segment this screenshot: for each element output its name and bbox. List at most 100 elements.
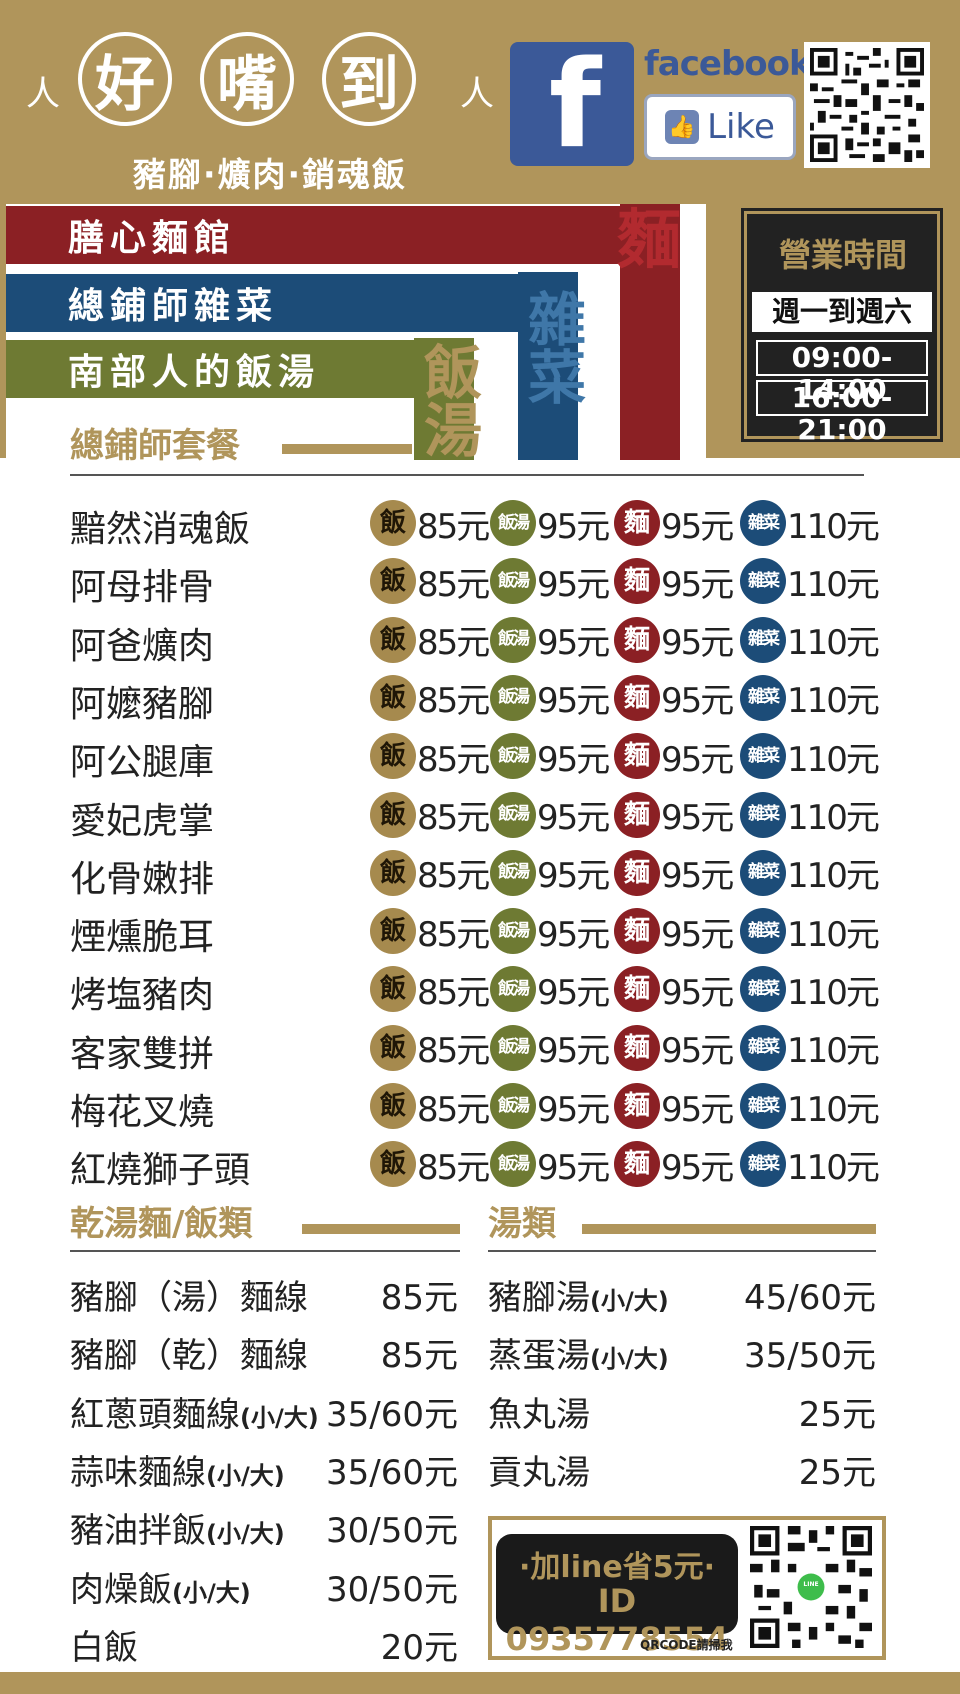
item-name-text: 紅蔥頭麵線 bbox=[70, 1394, 240, 1435]
price-zacai: 110元 bbox=[787, 1031, 880, 1072]
dry-menu-rule-gold bbox=[302, 1224, 460, 1234]
price-zacai: 110元 bbox=[787, 623, 880, 664]
facebook-wordmark[interactable]: facebook bbox=[644, 44, 812, 84]
price-zacai-group: 雜菜 110元 bbox=[740, 966, 880, 1013]
price-fan: 85元 bbox=[417, 681, 490, 722]
badge-fan: 飯 bbox=[370, 791, 416, 838]
like-button[interactable]: 👍 Like bbox=[644, 94, 796, 160]
dry-menu-item-price: 20元 bbox=[380, 1627, 458, 1668]
soup-menu-rule-gold bbox=[582, 1224, 876, 1234]
price-mian: 95元 bbox=[661, 623, 734, 664]
item-name-text: 白飯 bbox=[70, 1627, 138, 1668]
price-mian-group: 麵 95元 bbox=[614, 849, 734, 897]
soup-menu-item-price: 25元 bbox=[798, 1452, 876, 1493]
item-name-text: 魚丸湯 bbox=[488, 1394, 590, 1435]
price-fan-group: 飯 85元 bbox=[370, 791, 490, 838]
price-mian: 95元 bbox=[661, 1089, 734, 1130]
set-menu-row: 阿嬤豬腳飯 85元 飯湯 95元麵 95元 雜菜 110元 bbox=[70, 671, 890, 729]
price-fan-group: 飯 85元 bbox=[370, 1024, 490, 1071]
item-name-text: 豬油拌飯 bbox=[70, 1511, 206, 1552]
price-fantang-group: 飯湯 95元 bbox=[490, 849, 610, 896]
price-fantang-group: 飯湯 95元 bbox=[490, 733, 610, 780]
soup-menu-item-price: 45/60元 bbox=[744, 1278, 876, 1318]
badge-zacai: 雜菜 bbox=[740, 1083, 786, 1129]
qr-caption: QRCODE請掃我 bbox=[640, 1638, 733, 1652]
item-size-text: (小/大) bbox=[590, 1287, 669, 1315]
price-zacai-group: 雜菜 110元 bbox=[740, 616, 880, 664]
item-name-text: 蒜味麵線 bbox=[70, 1452, 206, 1493]
price-mian-group: 麵 95元 bbox=[614, 966, 734, 1013]
price-mian-group: 麵 95元 bbox=[614, 1083, 734, 1130]
badge-zacai: 雜菜 bbox=[740, 966, 786, 1013]
badge-fan: 飯 bbox=[370, 1083, 416, 1129]
dry-menu-item-name: 肉燥飯(小/大) bbox=[70, 1562, 251, 1611]
vertical-fantang: 飯湯 bbox=[414, 342, 482, 458]
dry-menu-item-price: 35/60元 bbox=[326, 1394, 458, 1435]
price-mian: 95元 bbox=[661, 506, 734, 547]
facebook-logo-icon[interactable]: f bbox=[510, 42, 634, 166]
price-fantang: 95元 bbox=[537, 506, 610, 547]
price-fantang-group: 飯湯 95元 bbox=[490, 791, 610, 838]
price-fan-group: 飯 85元 bbox=[370, 674, 490, 722]
price-zacai-group: 雜菜 110元 bbox=[740, 1141, 880, 1188]
set-menu-item-name: 阿嬤豬腳 bbox=[70, 683, 215, 725]
price-mian-group: 麵 95元 bbox=[614, 674, 734, 722]
badge-fan: 飯 bbox=[370, 966, 416, 1013]
item-size-text: (小/大) bbox=[206, 1461, 285, 1490]
dry-menu-item-name: 豬腳（乾）麵線 bbox=[70, 1328, 308, 1377]
price-fan: 85元 bbox=[417, 623, 490, 664]
price-mian: 95元 bbox=[661, 914, 734, 955]
price-fantang-group: 飯湯 95元 bbox=[490, 1024, 610, 1071]
price-zacai: 110元 bbox=[787, 798, 880, 838]
vertical-mian: 麵 bbox=[617, 204, 681, 278]
menu-panel bbox=[0, 458, 960, 1676]
set-menu-row: 紅燒獅子頭飯 85元 飯湯 95元麵 95元 雜菜 110元 bbox=[70, 1137, 890, 1195]
facebook-qr-code[interactable] bbox=[804, 42, 930, 168]
set-menu-item-name: 烤塩豬肉 bbox=[70, 975, 215, 1017]
line-qr-code[interactable]: LINE bbox=[750, 1526, 872, 1648]
price-fan: 85元 bbox=[417, 564, 490, 605]
item-name-text: 貢丸湯 bbox=[488, 1452, 590, 1493]
like-label: Like bbox=[707, 107, 775, 147]
bottom-strip bbox=[0, 1672, 960, 1694]
set-menu-row: 愛妃虎掌飯 85元 飯湯 95元麵 95元 雜菜 110元 bbox=[70, 788, 890, 846]
price-fantang-group: 飯湯 95元 bbox=[490, 1083, 610, 1130]
price-mian: 95元 bbox=[661, 798, 734, 838]
badge-fan: 飯 bbox=[370, 616, 416, 663]
dry-menu-title: 乾湯麵/飯類 bbox=[70, 1204, 253, 1244]
badge-fantang: 飯湯 bbox=[490, 1083, 536, 1129]
banner-zongpu: 總鋪師雜菜 bbox=[6, 274, 578, 332]
set-menu-rule bbox=[70, 474, 864, 476]
price-zacai: 110元 bbox=[787, 564, 880, 605]
price-mian: 95元 bbox=[661, 681, 734, 722]
item-size-text: (小/大) bbox=[172, 1578, 251, 1607]
item-name-text: 豬腳湯 bbox=[488, 1278, 590, 1318]
line-id-card: ·加line省5元· ID 0935778554 bbox=[496, 1534, 738, 1658]
set-menu-row: 煙燻脆耳飯 85元 飯湯 95元麵 95元 雜菜 110元 bbox=[70, 904, 890, 962]
hours-slot-2: 16:00-21:00 bbox=[756, 380, 928, 446]
price-zacai: 110元 bbox=[787, 914, 880, 955]
price-fantang-group: 飯湯 95元 bbox=[490, 1141, 610, 1188]
price-fan: 85元 bbox=[417, 739, 490, 780]
price-mian: 95元 bbox=[661, 856, 734, 897]
item-size-text: (小/大) bbox=[206, 1520, 285, 1549]
banner-nanbu: 南部人的飯湯 bbox=[6, 340, 474, 398]
price-mian-group: 麵 95元 bbox=[614, 791, 734, 838]
badge-zacai: 雜菜 bbox=[740, 1024, 786, 1071]
dry-menu-item-name: 蒜味麵線(小/大) bbox=[70, 1445, 285, 1494]
badge-mian: 麵 bbox=[614, 733, 660, 780]
set-menu-item-name: 紅燒獅子頭 bbox=[70, 1150, 251, 1192]
set-menu-item-name: 阿母排骨 bbox=[70, 567, 215, 609]
price-zacai: 110元 bbox=[787, 681, 880, 722]
item-name-text: 蒸蛋湯 bbox=[488, 1336, 590, 1377]
badge-mian: 麵 bbox=[614, 558, 660, 605]
set-menu-row: 黯然消魂飯飯 85元 飯湯 95元麵 95元 雜菜 110元 bbox=[70, 496, 890, 554]
set-menu-item-name: 客家雙拼 bbox=[70, 1033, 215, 1075]
item-name-text: 肉燥飯 bbox=[70, 1569, 172, 1610]
badge-mian: 麵 bbox=[614, 1024, 660, 1071]
hours-slot-1: 09:00-14:00 bbox=[756, 340, 928, 406]
price-fantang: 95元 bbox=[537, 1147, 610, 1188]
price-fan: 85元 bbox=[417, 914, 490, 955]
vertical-zacai: 雜菜 bbox=[518, 289, 586, 405]
price-mian: 95元 bbox=[661, 972, 734, 1013]
